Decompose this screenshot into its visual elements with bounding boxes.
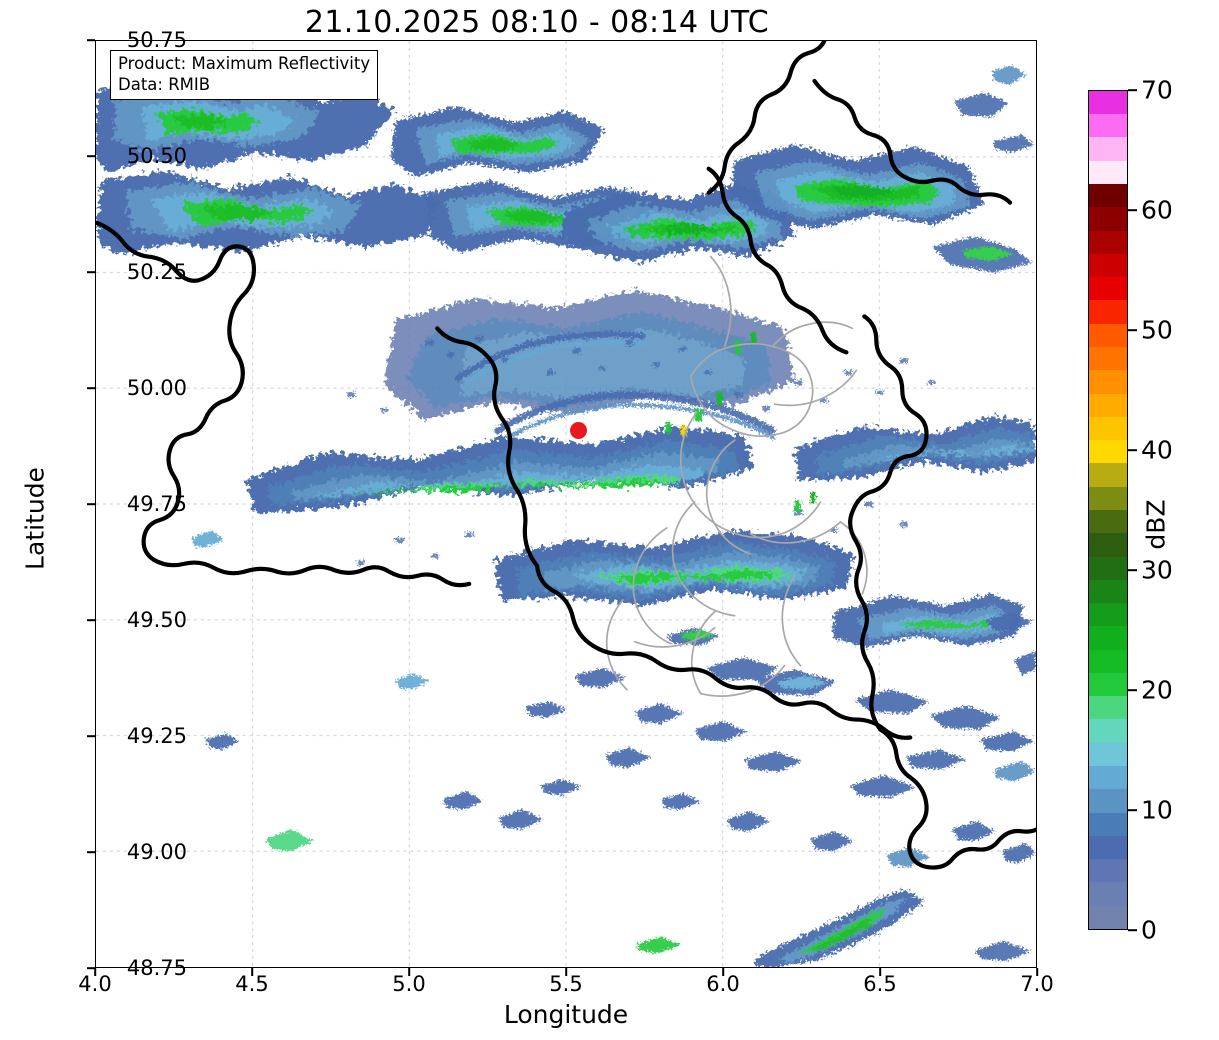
colorbar-band-13 <box>1089 603 1127 627</box>
y-tick-label: 49.25 <box>126 724 187 748</box>
colorbar-band-20 <box>1089 440 1127 464</box>
colorbar-band-10 <box>1089 672 1127 697</box>
colorbar-tick-label: 10 <box>1141 795 1173 825</box>
x-tick-label: 6.5 <box>863 972 897 996</box>
map-plot-area: Product: Maximum Reflectivity Data: RMIB <box>95 40 1037 968</box>
colorbar-band-11 <box>1089 649 1127 673</box>
colorbar-band-6 <box>1089 766 1127 790</box>
x-tick-label: 5.5 <box>549 972 583 996</box>
radar-site-marker <box>570 422 587 439</box>
colorbar-band-4 <box>1089 812 1127 836</box>
x-tick-label: 6.0 <box>706 972 740 996</box>
radar-echo-layer <box>96 64 1036 967</box>
product-label: Product: Maximum Reflectivity <box>118 54 371 73</box>
colorbar-band-22 <box>1089 393 1127 417</box>
colorbar-title: dBZ <box>1141 499 1171 550</box>
colorbar-tick-label: 20 <box>1141 675 1173 705</box>
y-tick-label: 50.75 <box>126 28 187 52</box>
x-tick-label: 4.0 <box>78 972 112 996</box>
colorbar-band-19 <box>1089 463 1127 487</box>
colorbar-band-1 <box>1089 882 1127 906</box>
colorbar-band-30 <box>1089 207 1127 231</box>
country-borders <box>96 41 1036 870</box>
colorbar-band-5 <box>1089 789 1127 813</box>
colorbar-band-7 <box>1089 742 1127 767</box>
colorbar-band-15 <box>1089 556 1127 580</box>
colorbar-tick-label: 40 <box>1141 435 1173 465</box>
colorbar-band-17 <box>1089 509 1127 534</box>
colorbar-band-28 <box>1089 253 1127 278</box>
colorbar-band-3 <box>1089 835 1127 860</box>
y-axis-label: Latitude <box>20 467 50 570</box>
y-tick-label: 49.50 <box>126 608 187 632</box>
y-tick-label: 49.75 <box>126 492 187 516</box>
colorbar-band-12 <box>1089 626 1127 650</box>
x-axis-label: Longitude <box>503 1000 629 1029</box>
product-info-box: Product: Maximum Reflectivity Data: RMIB <box>110 50 379 101</box>
y-tick-label: 50.25 <box>126 260 187 284</box>
colorbar-band-25 <box>1089 323 1127 347</box>
y-tick-label: 50.50 <box>126 144 187 168</box>
x-tick-label: 7.0 <box>1020 972 1054 996</box>
data-source-label: Data: RMIB <box>118 74 211 94</box>
colorbar-tick-label: 70 <box>1141 75 1173 105</box>
colorbar-band-27 <box>1089 277 1127 301</box>
colorbar-band-29 <box>1089 230 1127 254</box>
colorbar-band-0 <box>1089 905 1127 929</box>
colorbar-tick-label: 30 <box>1141 555 1173 585</box>
colorbar-band-14 <box>1089 579 1127 604</box>
y-tick-label: 48.75 <box>126 956 187 980</box>
colorbar <box>1088 90 1128 930</box>
colorbar-band-21 <box>1089 416 1127 441</box>
colorbar-band-23 <box>1089 370 1127 394</box>
colorbar-band-32 <box>1089 160 1127 184</box>
x-tick-label: 5.0 <box>392 972 426 996</box>
colorbar-band-34 <box>1089 114 1127 138</box>
figure-title: 21.10.2025 08:10 - 08:14 UTC <box>304 5 770 40</box>
colorbar-band-18 <box>1089 486 1127 510</box>
colorbar-band-31 <box>1089 184 1127 208</box>
colorbar-band-33 <box>1089 137 1127 161</box>
colorbar-band-24 <box>1089 346 1127 371</box>
colorbar-band-35 <box>1089 91 1127 115</box>
colorbar-band-8 <box>1089 719 1127 743</box>
colorbar-tick-label: 50 <box>1141 315 1173 345</box>
radar-map-canvas <box>96 41 1036 967</box>
colorbar-band-2 <box>1089 859 1127 883</box>
colorbar-band-26 <box>1089 300 1127 324</box>
colorbar-band-16 <box>1089 533 1127 557</box>
admin-borders <box>605 255 868 697</box>
y-tick-label: 50.00 <box>126 376 187 400</box>
colorbar-tick-label: 0 <box>1141 915 1157 945</box>
colorbar-band-9 <box>1089 696 1127 720</box>
colorbar-tick-label: 60 <box>1141 195 1173 225</box>
x-tick-label: 4.5 <box>235 972 269 996</box>
y-tick-label: 49.00 <box>126 840 187 864</box>
